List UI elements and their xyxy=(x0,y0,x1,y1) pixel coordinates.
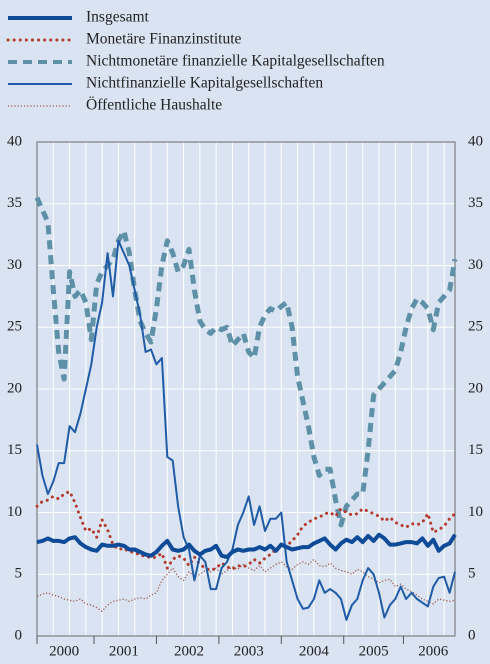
legend-label: Monetäre Finanzinstitute xyxy=(86,31,242,48)
y-tick-label: 35 xyxy=(7,195,22,211)
y2-tick-label: 20 xyxy=(468,380,483,396)
series-line xyxy=(36,239,456,621)
y2-tick-label: 35 xyxy=(468,195,483,211)
y2-tick-label: 10 xyxy=(468,504,483,520)
legend-label: Nichtfinanzielle Kapitalgesellschaften xyxy=(86,75,323,92)
series-line xyxy=(35,490,457,572)
x-tick-label: 2005 xyxy=(359,643,389,659)
x-tick-label: 2001 xyxy=(109,643,139,659)
x-tick-label: 2000 xyxy=(49,643,79,659)
y-tick-label: 5 xyxy=(15,566,23,582)
x-tick-label: 2006 xyxy=(418,643,449,659)
y-tick-label: 20 xyxy=(7,380,22,396)
legend-label: Öffentliche Haushalte xyxy=(86,97,222,114)
y-tick-label: 0 xyxy=(15,627,23,643)
y2-tick-label: 40 xyxy=(468,133,483,149)
y2-tick-label: 25 xyxy=(468,319,483,335)
y-tick-label: 10 xyxy=(7,504,22,520)
x-tick-label: 2004 xyxy=(299,643,330,659)
y2-tick-label: 15 xyxy=(468,442,483,458)
series-line xyxy=(36,532,457,559)
y2-tick-label: 30 xyxy=(468,257,483,273)
legend-label: Nichtmonetäre finanzielle Kapitalgesells… xyxy=(86,53,385,70)
legend-label: Insgesamt xyxy=(86,9,150,26)
y-tick-label: 30 xyxy=(7,257,22,273)
y-tick-label: 15 xyxy=(7,442,22,458)
y-tick-label: 40 xyxy=(7,133,22,149)
y-tick-label: 25 xyxy=(7,319,22,335)
x-tick-label: 2003 xyxy=(234,643,264,659)
x-tick-label: 2002 xyxy=(174,643,204,659)
y2-tick-label: 5 xyxy=(468,566,476,582)
y2-tick-label: 0 xyxy=(468,627,476,643)
plot-frame xyxy=(36,141,456,637)
